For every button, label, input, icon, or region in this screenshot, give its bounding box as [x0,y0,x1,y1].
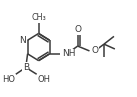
Text: HO: HO [2,75,15,84]
Text: O: O [91,46,98,55]
Text: N: N [19,36,26,45]
Text: CH₃: CH₃ [31,13,46,22]
Text: OH: OH [38,75,51,84]
Text: B: B [23,63,29,72]
Text: O: O [74,25,81,34]
Text: NH: NH [62,49,76,58]
